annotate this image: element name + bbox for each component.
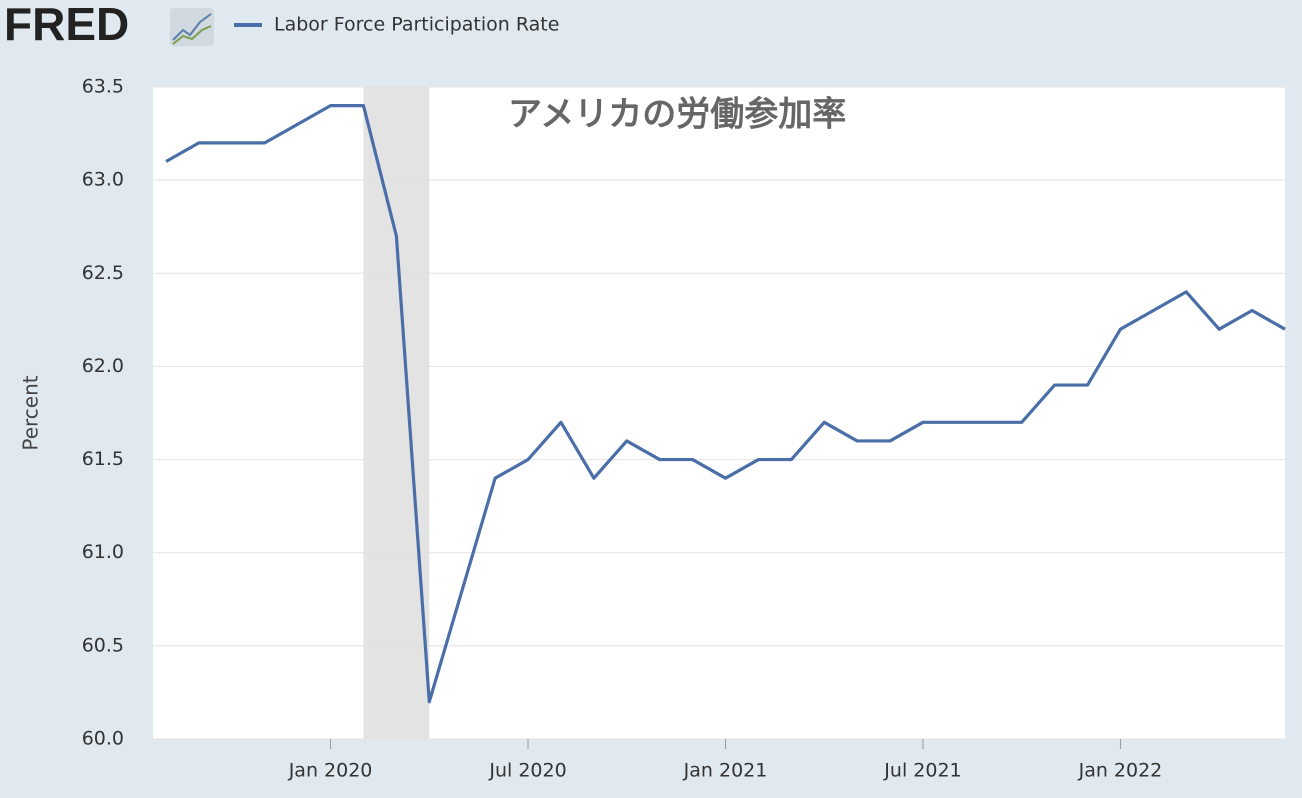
y-tick-label: 62.0 [82,355,124,377]
y-tick-label: 63.5 [82,76,124,98]
data-line [165,104,1286,704]
y-tick-label: 62.5 [82,262,124,284]
logo-icon [170,8,214,46]
y-tick-label: 63.0 [82,169,124,191]
plot-area [153,87,1285,739]
y-tick-label: 60.0 [82,728,124,750]
x-tick-label: Jul 2021 [883,760,961,782]
logo[interactable]: FRED [4,0,129,50]
x-tick-label: Jan 2021 [683,760,768,782]
legend-label: Labor Force Participation Rate [274,14,559,36]
chart-title: アメリカの労働参加率 [508,95,846,135]
x-tick-label: Jan 2020 [288,760,373,782]
recession-shade [363,87,430,739]
x-tick-label: Jan 2022 [1078,760,1163,782]
y-tick-label: 61.0 [82,541,124,563]
x-tick-label: Jul 2020 [488,760,566,782]
y-tick-label: 60.5 [82,634,124,656]
y-tick-label: 61.5 [82,448,124,470]
y-axis-label: Percent [19,375,43,450]
